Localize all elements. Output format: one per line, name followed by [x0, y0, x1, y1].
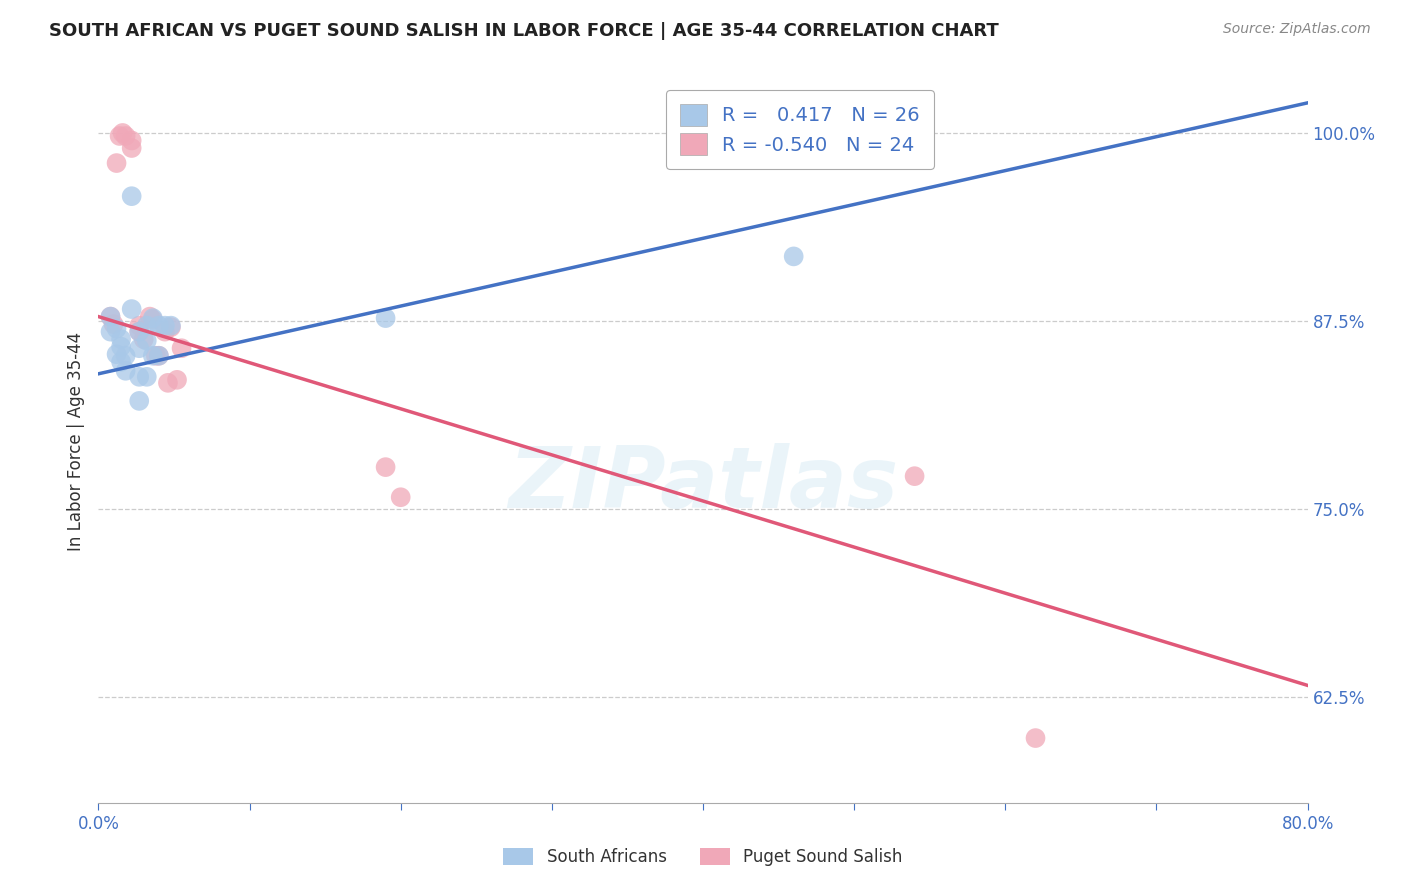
Point — [110, 332, 132, 346]
Legend: R =   0.417   N = 26, R = -0.540   N = 24: R = 0.417 N = 26, R = -0.540 N = 24 — [666, 90, 934, 169]
Point — [389, 490, 412, 504]
Point — [160, 320, 183, 334]
Point — [114, 349, 136, 363]
Point — [142, 312, 165, 326]
Point — [128, 393, 150, 408]
Point — [135, 318, 157, 333]
Point — [153, 325, 176, 339]
Point — [374, 460, 396, 475]
Point — [121, 141, 143, 155]
Text: SOUTH AFRICAN VS PUGET SOUND SALISH IN LABOR FORCE | AGE 35-44 CORRELATION CHART: SOUTH AFRICAN VS PUGET SOUND SALISH IN L… — [49, 22, 998, 40]
Point — [121, 189, 143, 203]
Point — [128, 341, 150, 355]
Point — [374, 311, 396, 326]
Point — [153, 318, 176, 333]
Point — [1024, 731, 1046, 745]
Point — [100, 310, 122, 324]
Point — [142, 311, 165, 326]
Point — [135, 369, 157, 384]
Point — [121, 301, 143, 316]
Point — [100, 325, 122, 339]
Point — [148, 349, 170, 363]
Point — [121, 133, 143, 147]
Point — [142, 349, 165, 363]
Point — [783, 249, 806, 263]
Point — [904, 469, 927, 483]
Point — [100, 310, 122, 324]
Point — [148, 318, 170, 333]
Point — [135, 334, 157, 348]
Text: ZIPatlas: ZIPatlas — [508, 443, 898, 526]
Legend: South Africans, Puget Sound Salish: South Africans, Puget Sound Salish — [495, 840, 911, 875]
Point — [105, 321, 128, 335]
Point — [108, 128, 131, 143]
Text: Source: ZipAtlas.com: Source: ZipAtlas.com — [1223, 22, 1371, 37]
Point — [145, 349, 167, 363]
Point — [114, 128, 136, 143]
Point — [139, 310, 162, 324]
Point — [156, 376, 179, 390]
Point — [110, 340, 132, 354]
Point — [128, 325, 150, 339]
Point — [114, 364, 136, 378]
Point — [128, 318, 150, 333]
Point — [128, 325, 150, 339]
Point — [170, 341, 193, 355]
Point — [105, 347, 128, 361]
Point — [110, 355, 132, 369]
Point — [105, 156, 128, 170]
Point — [166, 373, 188, 387]
Point — [132, 332, 155, 346]
Point — [111, 126, 134, 140]
Point — [148, 349, 170, 363]
Y-axis label: In Labor Force | Age 35-44: In Labor Force | Age 35-44 — [67, 332, 86, 551]
Point — [128, 369, 150, 384]
Point — [103, 317, 125, 331]
Point — [160, 318, 183, 333]
